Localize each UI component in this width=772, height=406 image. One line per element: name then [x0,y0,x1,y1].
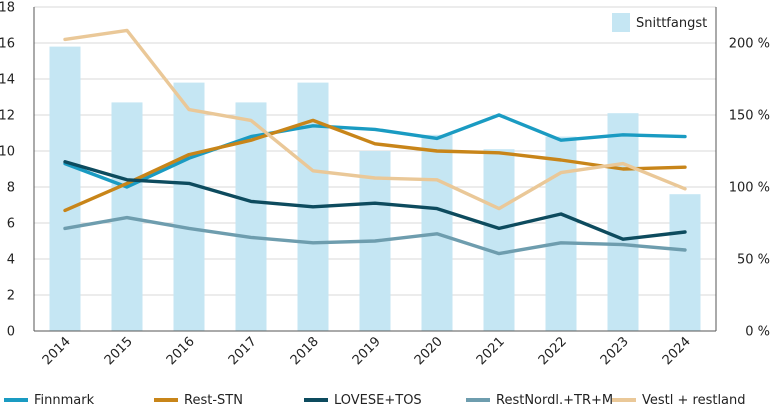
legend-label: Finnmark [34,393,95,406]
y2-tick-label: 200 % [729,37,770,52]
bar-2021 [483,149,515,331]
x-tick-label: 2021 [474,334,508,368]
bar-2022 [545,136,577,331]
y-axis-right-labels: 0 % 50 % 100 % 150 % 200 % [729,37,770,340]
y-tick-label: 16 [0,37,15,52]
legend-label: RestNordl.+TR+M [496,393,613,406]
y2-tick-label: 50 % [737,253,770,268]
bar-2023 [607,113,639,331]
bar-2016 [173,82,205,331]
x-tick-label: 2015 [102,334,136,368]
x-tick-label: 2023 [598,334,632,368]
bar-legend: Snittfangst [612,13,707,32]
y-tick-label: 2 [7,289,15,304]
x-tick-label: 2019 [350,334,384,368]
y2-tick-label: 100 % [729,181,770,196]
y-tick-label: 0 [7,325,15,340]
line-vestl-restland [63,28,687,211]
axes [33,7,717,332]
legend-label: Vestl + restland [642,393,746,406]
x-tick-label: 2016 [164,334,198,368]
x-tick-label: 2017 [226,334,260,368]
y2-tick-label: 150 % [729,109,770,124]
y-tick-label: 12 [0,109,15,124]
y-tick-label: 6 [7,217,15,232]
bar-2014 [49,46,81,331]
y-tick-label: 10 [0,145,15,160]
line-finnmark [63,113,687,189]
bar-legend-label: Snittfangst [636,16,707,31]
legend-label: Rest-STN [184,393,243,406]
x-axis-labels: 2014 2015 2016 2017 2018 2019 2020 2021 2022 2023… [40,334,694,368]
y-tick-label: 18 [0,1,15,16]
x-tick-label: 2024 [660,334,694,368]
y-tick-label: 8 [7,181,15,196]
line-restnordl-tr-m [63,215,687,256]
line-series [63,28,687,256]
bar-series [49,46,701,332]
x-tick-label: 2014 [40,334,74,368]
bar-legend-swatch [612,13,630,32]
legend: Finnmark Rest-STN LOVESE+TOS RestNordl.+TR+… [4,393,746,406]
bar-2024 [669,194,701,331]
x-tick-label: 2018 [288,334,322,368]
line-rest-stn [63,118,687,213]
x-tick-label: 2022 [536,334,570,368]
y-axis-left-labels: 0 2 4 6 8 10 12 14 16 18 [0,1,15,340]
line-lovese-tos [63,160,687,241]
legend-label: LOVESE+TOS [334,393,422,406]
y-tick-label: 4 [7,253,15,268]
x-tick-label: 2020 [412,334,446,368]
y2-tick-label: 0 % [745,325,770,340]
y-tick-label: 14 [0,73,15,88]
